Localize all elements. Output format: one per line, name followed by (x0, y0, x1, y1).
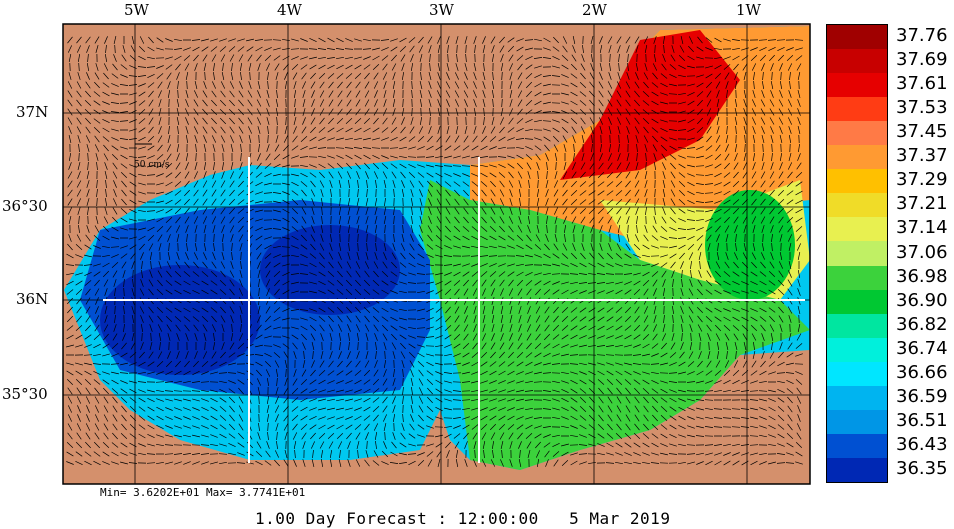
colorbar-swatch (827, 169, 887, 194)
colorbar-label: 37.45 (896, 121, 948, 143)
lon-label-2w: 2W (582, 1, 607, 19)
colorbar-label: 36.74 (896, 337, 948, 359)
dark-blue-gyre-east (260, 225, 400, 315)
dark-blue-gyre (100, 265, 260, 375)
colorbar-swatch (827, 313, 887, 339)
colorbar-swatch (827, 73, 887, 98)
colorbar-swatch (827, 145, 887, 170)
lat-label-37n: 37N (16, 103, 49, 121)
colorbar-label: 37.37 (896, 145, 948, 167)
colorbar-label: 37.29 (896, 169, 948, 191)
colorbar-swatch (827, 97, 887, 122)
colorbar (826, 24, 888, 483)
colorbar-swatch (827, 409, 887, 435)
colorbar-label: 37.53 (896, 97, 948, 119)
colorbar-label: 36.98 (896, 265, 948, 287)
colorbar-label: 37.76 (896, 25, 948, 47)
colorbar-label: 36.90 (896, 289, 948, 311)
colorbar-swatch (827, 193, 887, 218)
section-lines (103, 157, 805, 463)
colorbar-swatch (827, 241, 887, 267)
lat-label-35-30: 35°30 (2, 385, 48, 403)
colorbar-swatch (827, 265, 887, 291)
min-max-readout: Min= 3.6202E+01 Max= 3.7741E+01 (100, 486, 306, 499)
colorbar-label: 37.61 (896, 73, 948, 95)
colorbar-swatch (827, 433, 887, 459)
forecast-caption: 1.00 Day Forecast : 12:00:00 5 Mar 2019 (255, 509, 671, 528)
lon-label-1w: 1W (736, 1, 761, 19)
colorbar-swatch (827, 217, 887, 242)
colorbar-swatch (827, 289, 887, 315)
lon-label-3w: 3W (429, 1, 454, 19)
colorbar-swatch (827, 337, 887, 363)
colorbar-swatch (827, 361, 887, 387)
lat-label-36-30: 36°30 (2, 197, 48, 215)
map-frame (62, 23, 811, 485)
red-core (560, 30, 740, 180)
colorbar-label: 36.59 (896, 385, 948, 407)
velocity-scale-label: 50 cm/s (134, 160, 170, 170)
vector-field (65, 35, 804, 468)
colorbar-label: 36.66 (896, 361, 948, 383)
colorbar-label: 36.51 (896, 409, 948, 431)
lon-label-5w: 5W (124, 1, 149, 19)
colorbar-label: 36.35 (896, 457, 948, 479)
lon-label-4w: 4W (277, 1, 302, 19)
colorbar-label: 37.06 (896, 241, 948, 263)
colorbar-swatch (827, 49, 887, 74)
colorbar-swatch (827, 385, 887, 411)
colorbar-label: 37.69 (896, 49, 948, 71)
colorbar-label: 36.43 (896, 433, 948, 455)
lat-label-36n: 36N (16, 290, 49, 308)
green-eddy (705, 190, 795, 300)
colorbar-swatch (827, 457, 887, 483)
green-region (420, 180, 810, 470)
colorbar-label: 36.82 (896, 313, 948, 335)
colorbar-swatch (827, 121, 887, 146)
colorbar-label: 37.21 (896, 193, 948, 215)
colorbar-swatch (827, 25, 887, 50)
colorbar-label: 37.14 (896, 217, 948, 239)
